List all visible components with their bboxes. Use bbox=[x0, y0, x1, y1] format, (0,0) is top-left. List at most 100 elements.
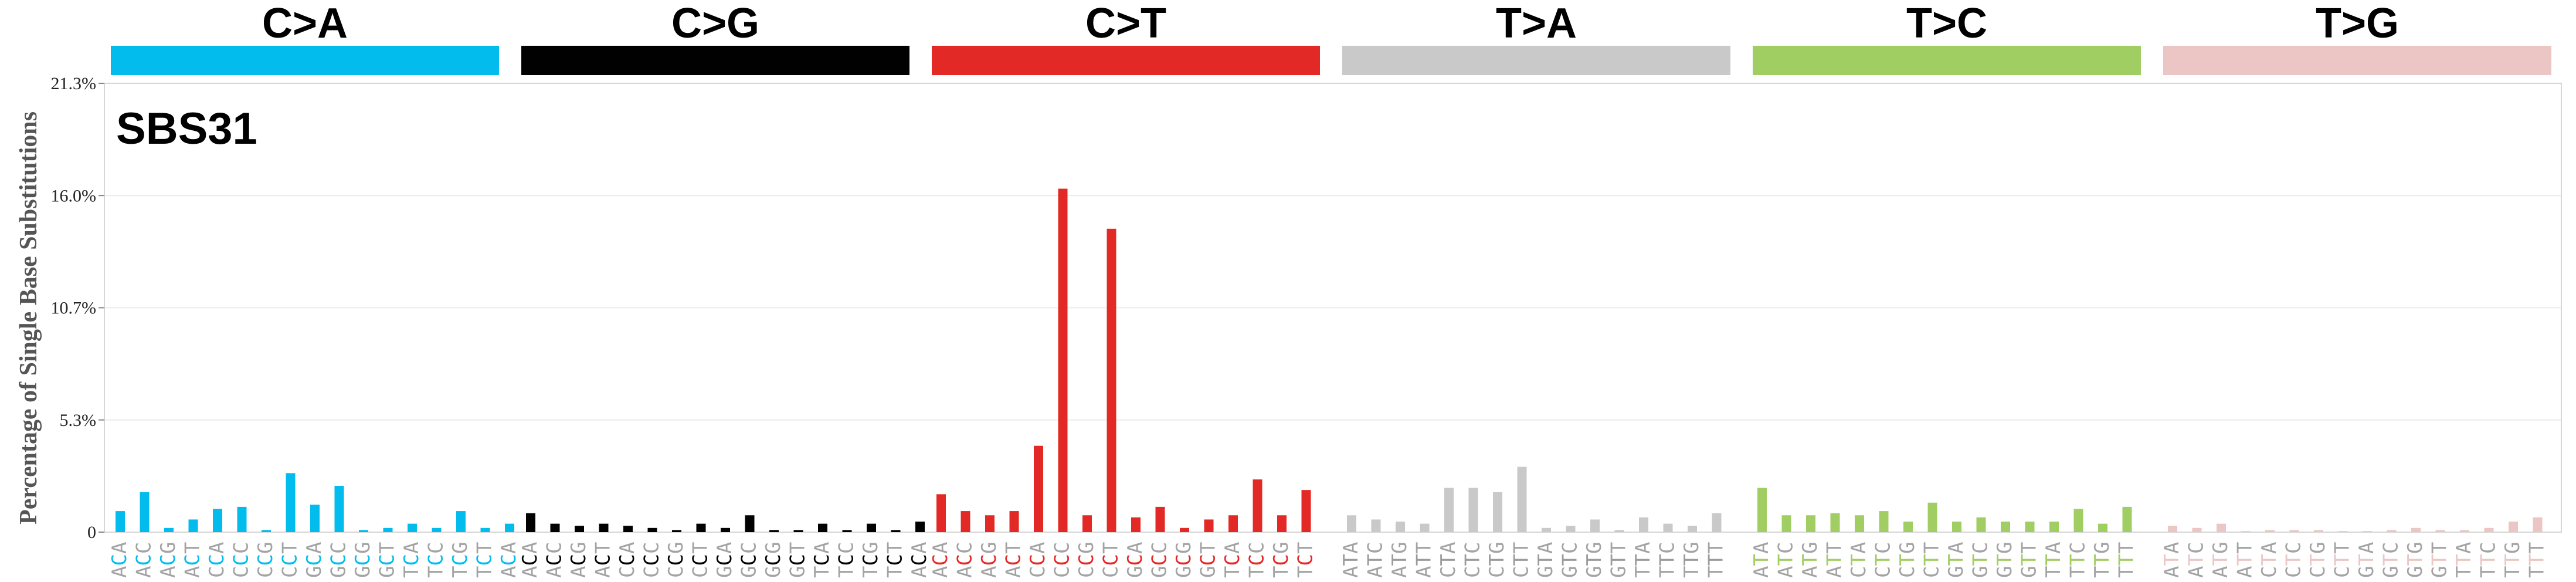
bar bbox=[1444, 488, 1454, 532]
bar bbox=[1371, 519, 1381, 532]
bar bbox=[1952, 522, 1961, 532]
x-tick-label: ACC bbox=[953, 542, 977, 578]
x-tick-label: ACA bbox=[518, 542, 542, 578]
bar bbox=[237, 506, 247, 532]
x-tick-label: GCA bbox=[713, 542, 737, 578]
bar bbox=[1590, 519, 1600, 532]
bar bbox=[1009, 511, 1019, 532]
x-tick-label: ATG bbox=[2209, 542, 2232, 578]
y-tick-label: 5.3% bbox=[60, 411, 97, 430]
signature-label: SBS31 bbox=[116, 104, 257, 154]
x-tick-label: GTC bbox=[2380, 542, 2403, 578]
x-tick-label: ATG bbox=[1798, 542, 1822, 578]
x-tick-label: GTC bbox=[1559, 542, 1582, 578]
bar bbox=[769, 530, 779, 532]
bar bbox=[1639, 517, 1648, 532]
bar bbox=[408, 523, 417, 532]
bar bbox=[867, 523, 876, 532]
category-strip-t-a bbox=[1342, 46, 1730, 75]
x-tick-label: GCC bbox=[327, 542, 351, 578]
x-tick-label: ATC bbox=[1774, 542, 1798, 578]
bar bbox=[1927, 502, 1937, 532]
x-tick-label: TCT bbox=[1294, 542, 1318, 578]
bar bbox=[1301, 490, 1311, 532]
bar bbox=[599, 523, 609, 532]
y-tick-label: 21.3% bbox=[51, 74, 97, 93]
x-tick-label: CTC bbox=[1461, 542, 1485, 578]
bar bbox=[1155, 506, 1165, 532]
x-tick-label: TCA bbox=[400, 542, 423, 578]
x-tick-label: ATT bbox=[1823, 542, 1847, 578]
x-tick-label: GTT bbox=[2428, 542, 2452, 578]
bar bbox=[2192, 527, 2202, 532]
bar bbox=[2001, 522, 2010, 532]
x-tick-label: GTT bbox=[1607, 542, 1631, 578]
bar bbox=[213, 509, 222, 532]
y-tick-label: 16.0% bbox=[51, 186, 97, 205]
bar bbox=[1180, 527, 1189, 532]
x-tick-label: TCA bbox=[810, 542, 834, 578]
bar bbox=[936, 494, 946, 532]
bar bbox=[985, 515, 995, 532]
x-tick-label: GTG bbox=[1583, 542, 1606, 578]
bar bbox=[2387, 530, 2397, 532]
x-tick-label: TCC bbox=[425, 542, 448, 578]
x-tick-label: TCC bbox=[835, 542, 858, 578]
x-tick-label: GCG bbox=[762, 542, 785, 578]
bar bbox=[2122, 506, 2132, 532]
x-tick-label: ACA bbox=[908, 542, 931, 578]
bar bbox=[1107, 228, 1116, 532]
bar bbox=[1468, 488, 1478, 532]
x-tick-label: CCT bbox=[1099, 542, 1123, 578]
bar bbox=[1855, 515, 1864, 532]
x-tick-label: GCC bbox=[738, 542, 761, 578]
bar bbox=[505, 523, 514, 532]
bar bbox=[2073, 509, 2083, 532]
x-tick-label: CCG bbox=[254, 542, 277, 578]
x-tick-label: CCC bbox=[640, 542, 664, 578]
bar bbox=[2411, 527, 2421, 532]
bar bbox=[1228, 515, 1238, 532]
bar bbox=[696, 523, 706, 532]
category-label-t-c: T>C bbox=[1906, 0, 1987, 47]
x-tick-label: CTT bbox=[1920, 542, 1944, 578]
x-tick-label: GTA bbox=[1534, 542, 1557, 578]
x-tick-label: GTA bbox=[2355, 542, 2378, 578]
bar bbox=[961, 511, 970, 532]
bar bbox=[647, 527, 657, 532]
category-strip-t-c bbox=[1753, 46, 2141, 75]
bar bbox=[550, 523, 560, 532]
x-tick-label: TCC bbox=[1245, 542, 1269, 578]
x-tick-label: TTG bbox=[2501, 542, 2524, 578]
category-label-c-g: C>G bbox=[671, 0, 759, 47]
bar bbox=[793, 530, 803, 532]
x-tick-label: TTT bbox=[2115, 542, 2139, 578]
bar bbox=[480, 527, 490, 532]
x-tick-label: CCC bbox=[1051, 542, 1074, 578]
bar bbox=[2049, 522, 2059, 532]
bar bbox=[1566, 526, 1576, 532]
bar bbox=[2241, 531, 2251, 532]
bar bbox=[2338, 531, 2348, 532]
x-tick-label: ACG bbox=[978, 542, 1001, 578]
bar bbox=[1204, 519, 1214, 532]
x-tick-label: ACA bbox=[497, 542, 521, 578]
bar bbox=[1903, 522, 1913, 532]
category-label-c-t: C>T bbox=[1085, 0, 1166, 47]
bar bbox=[1542, 527, 1551, 532]
bar bbox=[2289, 530, 2299, 532]
x-tick-label: CCT bbox=[689, 542, 712, 578]
bar bbox=[262, 530, 271, 532]
x-tick-label: GTT bbox=[2018, 542, 2041, 578]
bar bbox=[1781, 515, 1791, 532]
bar bbox=[2363, 531, 2372, 532]
x-tick-label: ACA bbox=[929, 542, 952, 578]
bar bbox=[1396, 522, 1405, 532]
x-tick-label: ACC bbox=[543, 542, 566, 578]
bar bbox=[1131, 517, 1141, 532]
bar bbox=[164, 527, 174, 532]
bar bbox=[1806, 515, 1815, 532]
x-tick-label: CTG bbox=[1896, 542, 1919, 578]
x-tick-label: ACA bbox=[108, 542, 131, 578]
bar bbox=[526, 513, 535, 532]
